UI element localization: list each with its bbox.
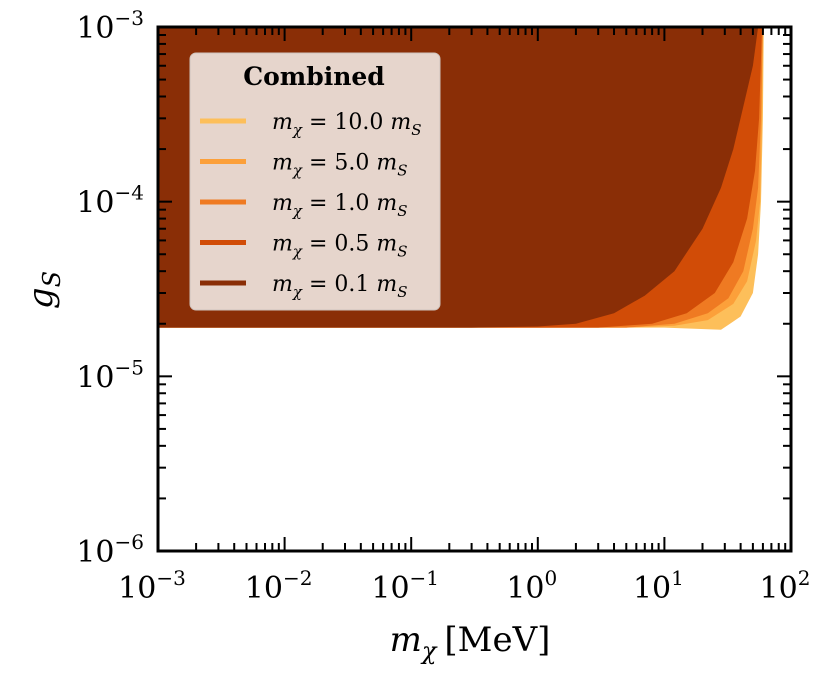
y-tick-label: 10−4 — [76, 181, 144, 221]
tick-labels: 10−3 10−2 10−1 100 101 102 10−6 10−5 10−4 10−3 — [76, 6, 810, 606]
x-tick-label: 101 — [633, 566, 684, 606]
legend-label: mχ = 0.1 mS — [272, 272, 408, 301]
legend-label: mχ = 1.0 mS — [272, 191, 408, 220]
legend-entry: mχ = 1.0 mS — [200, 191, 408, 220]
legend-entry: mχ = 5.0 mS — [200, 151, 408, 180]
legend-entry: mχ = 0.1 mS — [200, 272, 408, 301]
x-tick-label: 100 — [506, 566, 557, 606]
y-tick-label: 10−3 — [76, 6, 144, 46]
x-axis-title: mχ [MeV] — [390, 620, 551, 665]
y-axis-title: gS — [21, 271, 66, 309]
legend-label: mχ = 0.5 mS — [272, 232, 408, 261]
x-tick-label: 102 — [760, 566, 811, 606]
legend-entry: mχ = 0.5 mS — [200, 232, 408, 261]
legend-label: mχ = 5.0 mS — [272, 151, 408, 180]
x-tick-label: 10−1 — [371, 566, 439, 606]
legend-entry: mχ = 10.0 mS — [200, 110, 422, 139]
legend-title: Combined — [243, 62, 385, 91]
x-tick-label: 10−3 — [118, 566, 186, 606]
y-tick-label: 10−6 — [76, 530, 144, 570]
y-tick-label: 10−5 — [76, 355, 144, 395]
legend-label: mχ = 10.0 mS — [272, 110, 422, 139]
x-tick-label: 10−2 — [245, 566, 313, 606]
plot-frame — [156, 25, 793, 553]
legend: Combined mχ = 10.0 mS mχ = 5.0 mS mχ = 1.0… — [189, 52, 441, 311]
legend-box — [189, 52, 441, 311]
